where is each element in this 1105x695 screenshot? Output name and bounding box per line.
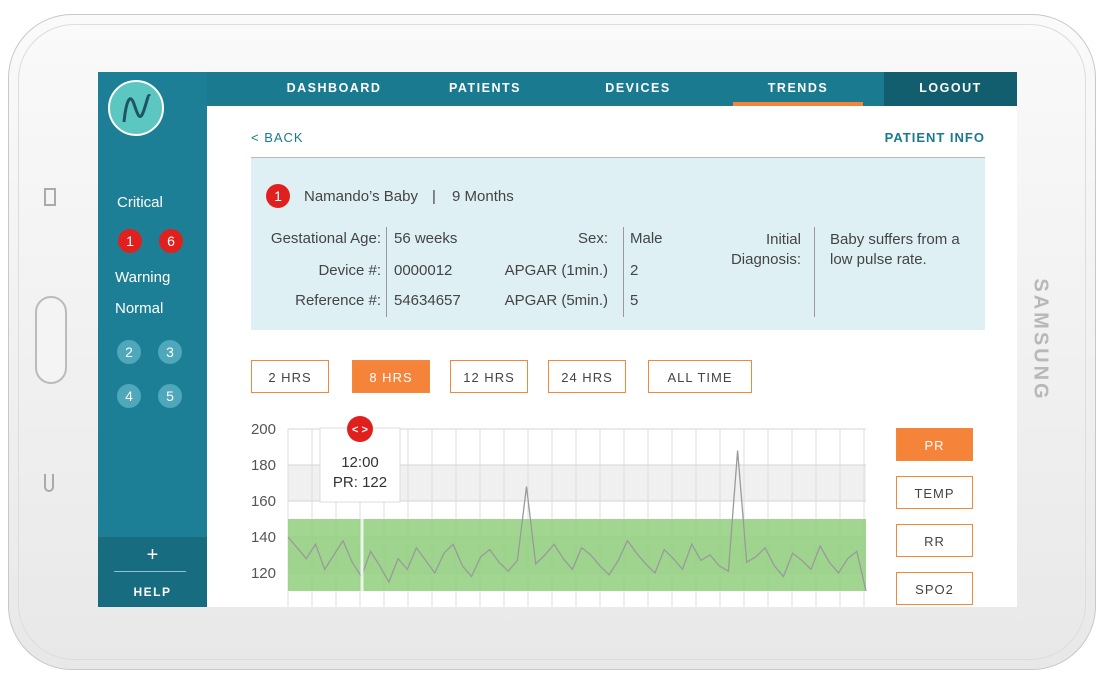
range-button[interactable]: 24 HRS (548, 360, 626, 393)
nav-item[interactable]: PATIENTS (449, 81, 521, 95)
tooltip-reading: PR: 122 (333, 474, 387, 491)
range-button[interactable]: 2 HRS (251, 360, 329, 393)
nav-bar (207, 72, 1017, 106)
logo-mark (122, 94, 152, 123)
divider (623, 227, 624, 317)
logout[interactable]: LOGOUT (919, 81, 982, 95)
critical-label: Critical (117, 194, 163, 211)
nav-item[interactable]: TRENDS (767, 81, 829, 95)
brand-logo: SAMSUNG (1029, 278, 1052, 402)
normal-badge[interactable]: 5 (158, 384, 182, 408)
help-area[interactable] (98, 537, 207, 607)
field-label: Sex: (577, 230, 608, 247)
nav-item[interactable]: DASHBOARD (286, 81, 382, 95)
metric-button[interactable]: PR (896, 428, 973, 461)
y-tick-label: 120 (251, 565, 276, 582)
normal-badge[interactable]: 3 (158, 340, 182, 364)
logo (108, 80, 164, 136)
normal-badge[interactable]: 4 (117, 384, 141, 408)
patient-name: Namando’s Baby (304, 188, 418, 205)
patient-info-link[interactable]: PATIENT INFO (884, 130, 985, 145)
divider (814, 227, 815, 317)
home-button[interactable] (35, 296, 67, 384)
field-label: Device #: (318, 262, 381, 279)
field-value: Male (630, 230, 663, 247)
normal-badge[interactable]: 2 (117, 340, 141, 364)
normal-label: Normal (115, 300, 164, 317)
metric-button[interactable]: TEMP (896, 476, 973, 509)
cursor-handle-label: < > (352, 424, 368, 436)
field-value: 5 (630, 292, 639, 309)
y-tick-label: 160 (251, 493, 276, 510)
patient-badge: 1 (266, 184, 290, 208)
field-value: 54634657 (394, 292, 461, 309)
normal-range-band (288, 519, 866, 591)
range-button[interactable]: 8 HRS (352, 360, 430, 393)
field-value: 2 (630, 262, 639, 279)
help-icon[interactable]: + (146, 544, 159, 566)
patient-card (251, 158, 985, 330)
field-value: 0000012 (394, 262, 453, 279)
range-button[interactable]: ALL TIME (648, 360, 752, 393)
diagnosis: Baby suffers from a low pulse rate. (830, 231, 960, 268)
cursor-handle[interactable] (347, 416, 373, 442)
bezel-inner (18, 24, 1086, 660)
active-underline (733, 102, 863, 106)
y-tick-label: 140 (251, 529, 276, 546)
sidebar (98, 72, 207, 607)
nav-item[interactable]: DEVICES (605, 81, 671, 95)
help-divider (114, 571, 186, 572)
back-link[interactable]: < BACK (251, 130, 304, 145)
critical-badge[interactable]: 1 (118, 229, 142, 253)
help-label[interactable]: HELP (133, 585, 172, 599)
diagnosis-label: Initial Diagnosis: (730, 231, 801, 268)
critical-badge[interactable]: 6 (159, 229, 183, 253)
field-label: Reference #: (295, 292, 381, 309)
field-label: APGAR (5min.) (504, 292, 608, 309)
range-button[interactable]: 12 HRS (450, 360, 528, 393)
trend-chart: 120 140 160 180 200 12:00 PR: 122 < > (251, 416, 867, 607)
field-label: Gestational Age: (270, 230, 381, 247)
divider (386, 227, 387, 317)
metric-button[interactable]: RR (896, 524, 973, 557)
back-icon[interactable] (44, 474, 54, 492)
field-label: APGAR (1min.) (504, 262, 608, 279)
field-value: 56 weeks (394, 230, 458, 247)
separator: | (432, 188, 436, 205)
logout-bg (884, 72, 1017, 106)
y-tick-label: 180 (251, 457, 276, 474)
patient-age: 9 Months (452, 188, 514, 205)
warning-label: Warning (115, 269, 171, 286)
tooltip-time: 12:00 (341, 454, 379, 471)
pr-line (287, 450, 867, 592)
metric-button[interactable]: SPO2 (896, 572, 973, 605)
header-divider (251, 157, 985, 158)
y-tick-label: 200 (251, 421, 276, 438)
recent-apps-icon[interactable] (44, 188, 56, 206)
